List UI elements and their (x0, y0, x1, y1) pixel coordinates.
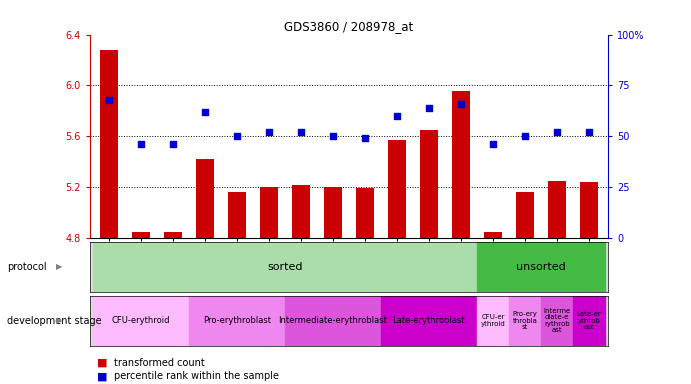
Point (263, 129, 274, 135)
Bar (196, 159, 214, 238)
Bar (292, 185, 310, 238)
Text: unsorted: unsorted (516, 262, 566, 272)
Text: Late-erythroblast: Late-erythroblast (392, 316, 465, 325)
Bar (228, 192, 246, 238)
Point (424, 105, 435, 111)
Text: ▶: ▶ (55, 262, 62, 271)
Text: Pro-erythroblast: Pro-erythroblast (203, 316, 271, 325)
Bar (580, 182, 598, 238)
Text: Interme
diate-e
rythrob
ast: Interme diate-e rythrob ast (543, 308, 571, 333)
Point (520, 133, 531, 139)
Bar (189, 296, 285, 346)
Bar (477, 242, 605, 292)
Bar (93, 296, 189, 346)
Bar (477, 296, 509, 346)
Point (231, 133, 243, 139)
Text: percentile rank within the sample: percentile rank within the sample (114, 371, 279, 381)
Point (359, 135, 370, 141)
Point (135, 141, 146, 147)
Text: Late-er
ythrob
ast: Late-er ythrob ast (576, 311, 601, 330)
Bar (516, 192, 533, 238)
Title: GDS3860 / 208978_at: GDS3860 / 208978_at (284, 20, 414, 33)
Bar (100, 50, 118, 238)
Point (551, 129, 562, 135)
Point (487, 141, 498, 147)
Point (104, 97, 115, 103)
Point (455, 101, 466, 107)
Bar (541, 296, 573, 346)
Bar (388, 140, 406, 238)
Bar (420, 130, 437, 238)
Text: ■: ■ (97, 371, 107, 381)
Bar (93, 242, 477, 292)
Bar (261, 187, 278, 238)
Bar (452, 91, 470, 238)
Bar (381, 296, 477, 346)
Text: ▶: ▶ (55, 316, 62, 325)
Bar (132, 232, 150, 238)
Bar (548, 181, 566, 238)
Text: development stage: development stage (7, 316, 102, 326)
Bar (164, 232, 182, 238)
Bar (356, 189, 374, 238)
Point (328, 133, 339, 139)
Bar (285, 296, 381, 346)
Bar (324, 187, 342, 238)
Point (583, 129, 594, 135)
Text: Pro-ery
throbla
st: Pro-ery throbla st (513, 311, 538, 330)
Bar (573, 296, 605, 346)
Text: transformed count: transformed count (114, 358, 205, 368)
Point (167, 141, 178, 147)
Text: Intermediate-erythroblast: Intermediate-erythroblast (278, 316, 388, 325)
Bar (484, 232, 502, 238)
Text: protocol: protocol (7, 262, 46, 272)
Text: CFU-erythroid: CFU-erythroid (112, 316, 170, 325)
Point (391, 113, 402, 119)
Text: sorted: sorted (267, 262, 303, 272)
Text: ■: ■ (97, 358, 107, 368)
Bar (509, 296, 541, 346)
Text: CFU-er
ythroid: CFU-er ythroid (480, 314, 505, 327)
Point (296, 129, 307, 135)
Point (200, 109, 211, 115)
